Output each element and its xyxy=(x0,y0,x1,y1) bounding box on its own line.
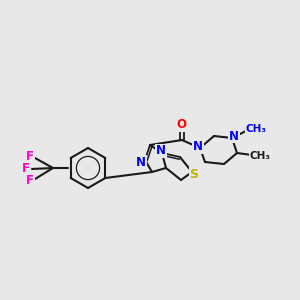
Text: CH₃: CH₃ xyxy=(250,151,271,161)
Text: N: N xyxy=(229,130,239,142)
Text: N: N xyxy=(156,145,166,158)
Text: CH₃: CH₃ xyxy=(245,124,266,134)
Text: F: F xyxy=(26,151,34,164)
Text: N: N xyxy=(193,140,203,154)
Text: O: O xyxy=(176,118,186,131)
Text: F: F xyxy=(22,163,30,176)
Text: F: F xyxy=(26,173,34,187)
Text: N: N xyxy=(136,155,146,169)
Text: S: S xyxy=(190,167,199,181)
